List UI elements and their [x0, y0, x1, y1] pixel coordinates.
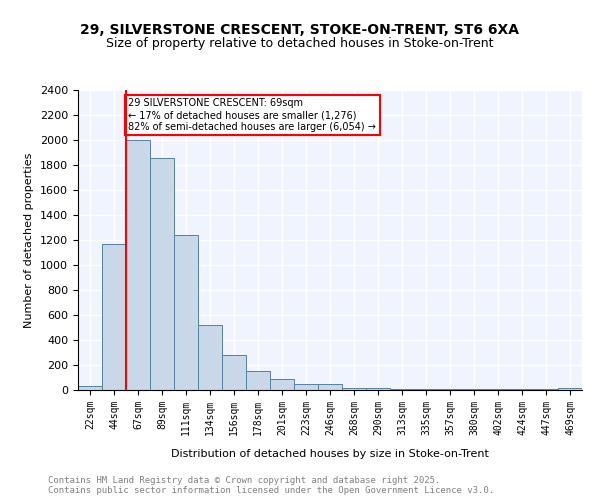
Bar	[558, 388, 582, 390]
Y-axis label: Number of detached properties: Number of detached properties	[25, 152, 34, 328]
Text: 29 SILVERSTONE CRESCENT: 69sqm
← 17% of detached houses are smaller (1,276)
82% : 29 SILVERSTONE CRESCENT: 69sqm ← 17% of …	[128, 98, 376, 132]
Bar	[198, 325, 222, 390]
Bar	[342, 388, 366, 390]
Bar	[102, 244, 126, 390]
Bar	[318, 384, 342, 390]
Bar	[390, 389, 414, 390]
Bar	[222, 355, 246, 390]
Text: Size of property relative to detached houses in Stoke-on-Trent: Size of property relative to detached ho…	[106, 38, 494, 51]
Bar	[150, 158, 174, 390]
Bar	[270, 379, 294, 390]
Text: Contains HM Land Registry data © Crown copyright and database right 2025.
Contai: Contains HM Land Registry data © Crown c…	[48, 476, 494, 495]
Bar	[174, 235, 198, 390]
Bar	[294, 384, 318, 390]
Bar	[246, 370, 270, 390]
Bar	[126, 140, 150, 390]
Bar	[78, 386, 102, 390]
X-axis label: Distribution of detached houses by size in Stoke-on-Trent: Distribution of detached houses by size …	[171, 449, 489, 459]
Text: 29, SILVERSTONE CRESCENT, STOKE-ON-TRENT, ST6 6XA: 29, SILVERSTONE CRESCENT, STOKE-ON-TRENT…	[80, 22, 520, 36]
Bar	[366, 388, 390, 390]
